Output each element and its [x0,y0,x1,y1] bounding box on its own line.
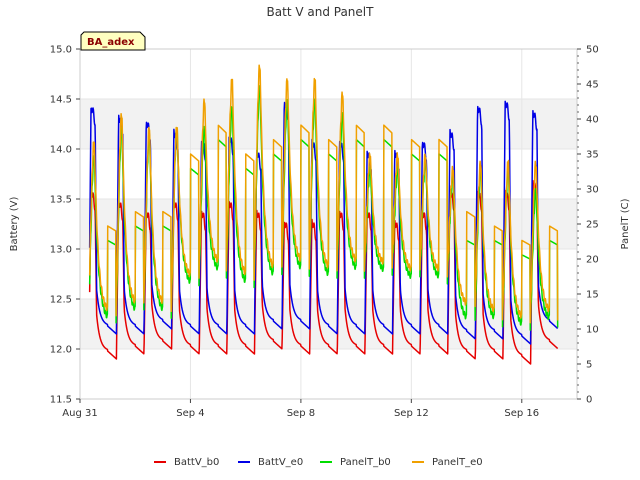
y2-tick-label: 20 [586,255,599,266]
legend-label-PanelT_e0: PanelT_e0 [432,457,483,468]
y2-tick-label: 50 [586,45,599,56]
y-tick-label: 11.5 [50,395,72,406]
x-tick-label: Sep 4 [176,408,204,419]
y-tick-label: 12.5 [50,295,72,306]
x-tick-label: Sep 16 [504,408,539,419]
y-tick-label: 14.0 [50,145,72,156]
y2-tick-label: 10 [586,325,599,336]
badge-box [80,31,146,51]
y-tick-label: 14.5 [50,95,72,106]
legend-label-BattV_e0: BattV_e0 [258,457,303,468]
y2-tick-label: 25 [586,220,599,231]
badge-label: BA_adex [87,37,135,48]
y-tick-label: 13.0 [50,245,72,256]
y2-tick-label: 0 [586,395,592,406]
y-axis-label: Battery (V) [9,196,20,251]
right-axis-ticks: 0 5 10 15 20 25 30 35 40 45 50 [577,45,599,406]
y2-tick-label: 5 [586,360,592,371]
legend-label-PanelT_b0: PanelT_b0 [340,457,391,468]
x-axis-ticks: Aug 31 Sep 4 Sep 8 Sep 12 Sep 16 [62,399,539,419]
y-tick-label: 13.5 [50,195,72,206]
left-axis-ticks: 11.5 12.0 12.5 13.0 13.5 14.0 14.5 15.0 [50,45,80,406]
station-badge: BA_adex [80,31,146,51]
y-tick-label: 12.0 [50,345,72,356]
chart-title: Batt V and PanelT [267,5,375,19]
x-tick-label: Aug 31 [62,408,97,419]
y2-tick-label: 45 [586,80,599,91]
series-layer [88,64,559,365]
y2-tick-label: 30 [586,185,599,196]
y-tick-label: 15.0 [50,45,72,56]
legend-label-BattV_b0: BattV_b0 [174,457,219,468]
y2-axis-label: PanelT (C) [620,198,631,249]
y2-tick-label: 35 [586,150,599,161]
y2-tick-label: 40 [586,115,599,126]
legend: BattV_b0 BattV_e0 PanelT_b0 PanelT_e0 [154,457,483,468]
x-tick-label: Sep 8 [287,408,315,419]
y2-tick-label: 15 [586,290,599,301]
series-line-PanelT_e0 [88,64,559,324]
series-line-BattV_e0 [88,100,559,345]
x-tick-label: Sep 12 [394,408,429,419]
